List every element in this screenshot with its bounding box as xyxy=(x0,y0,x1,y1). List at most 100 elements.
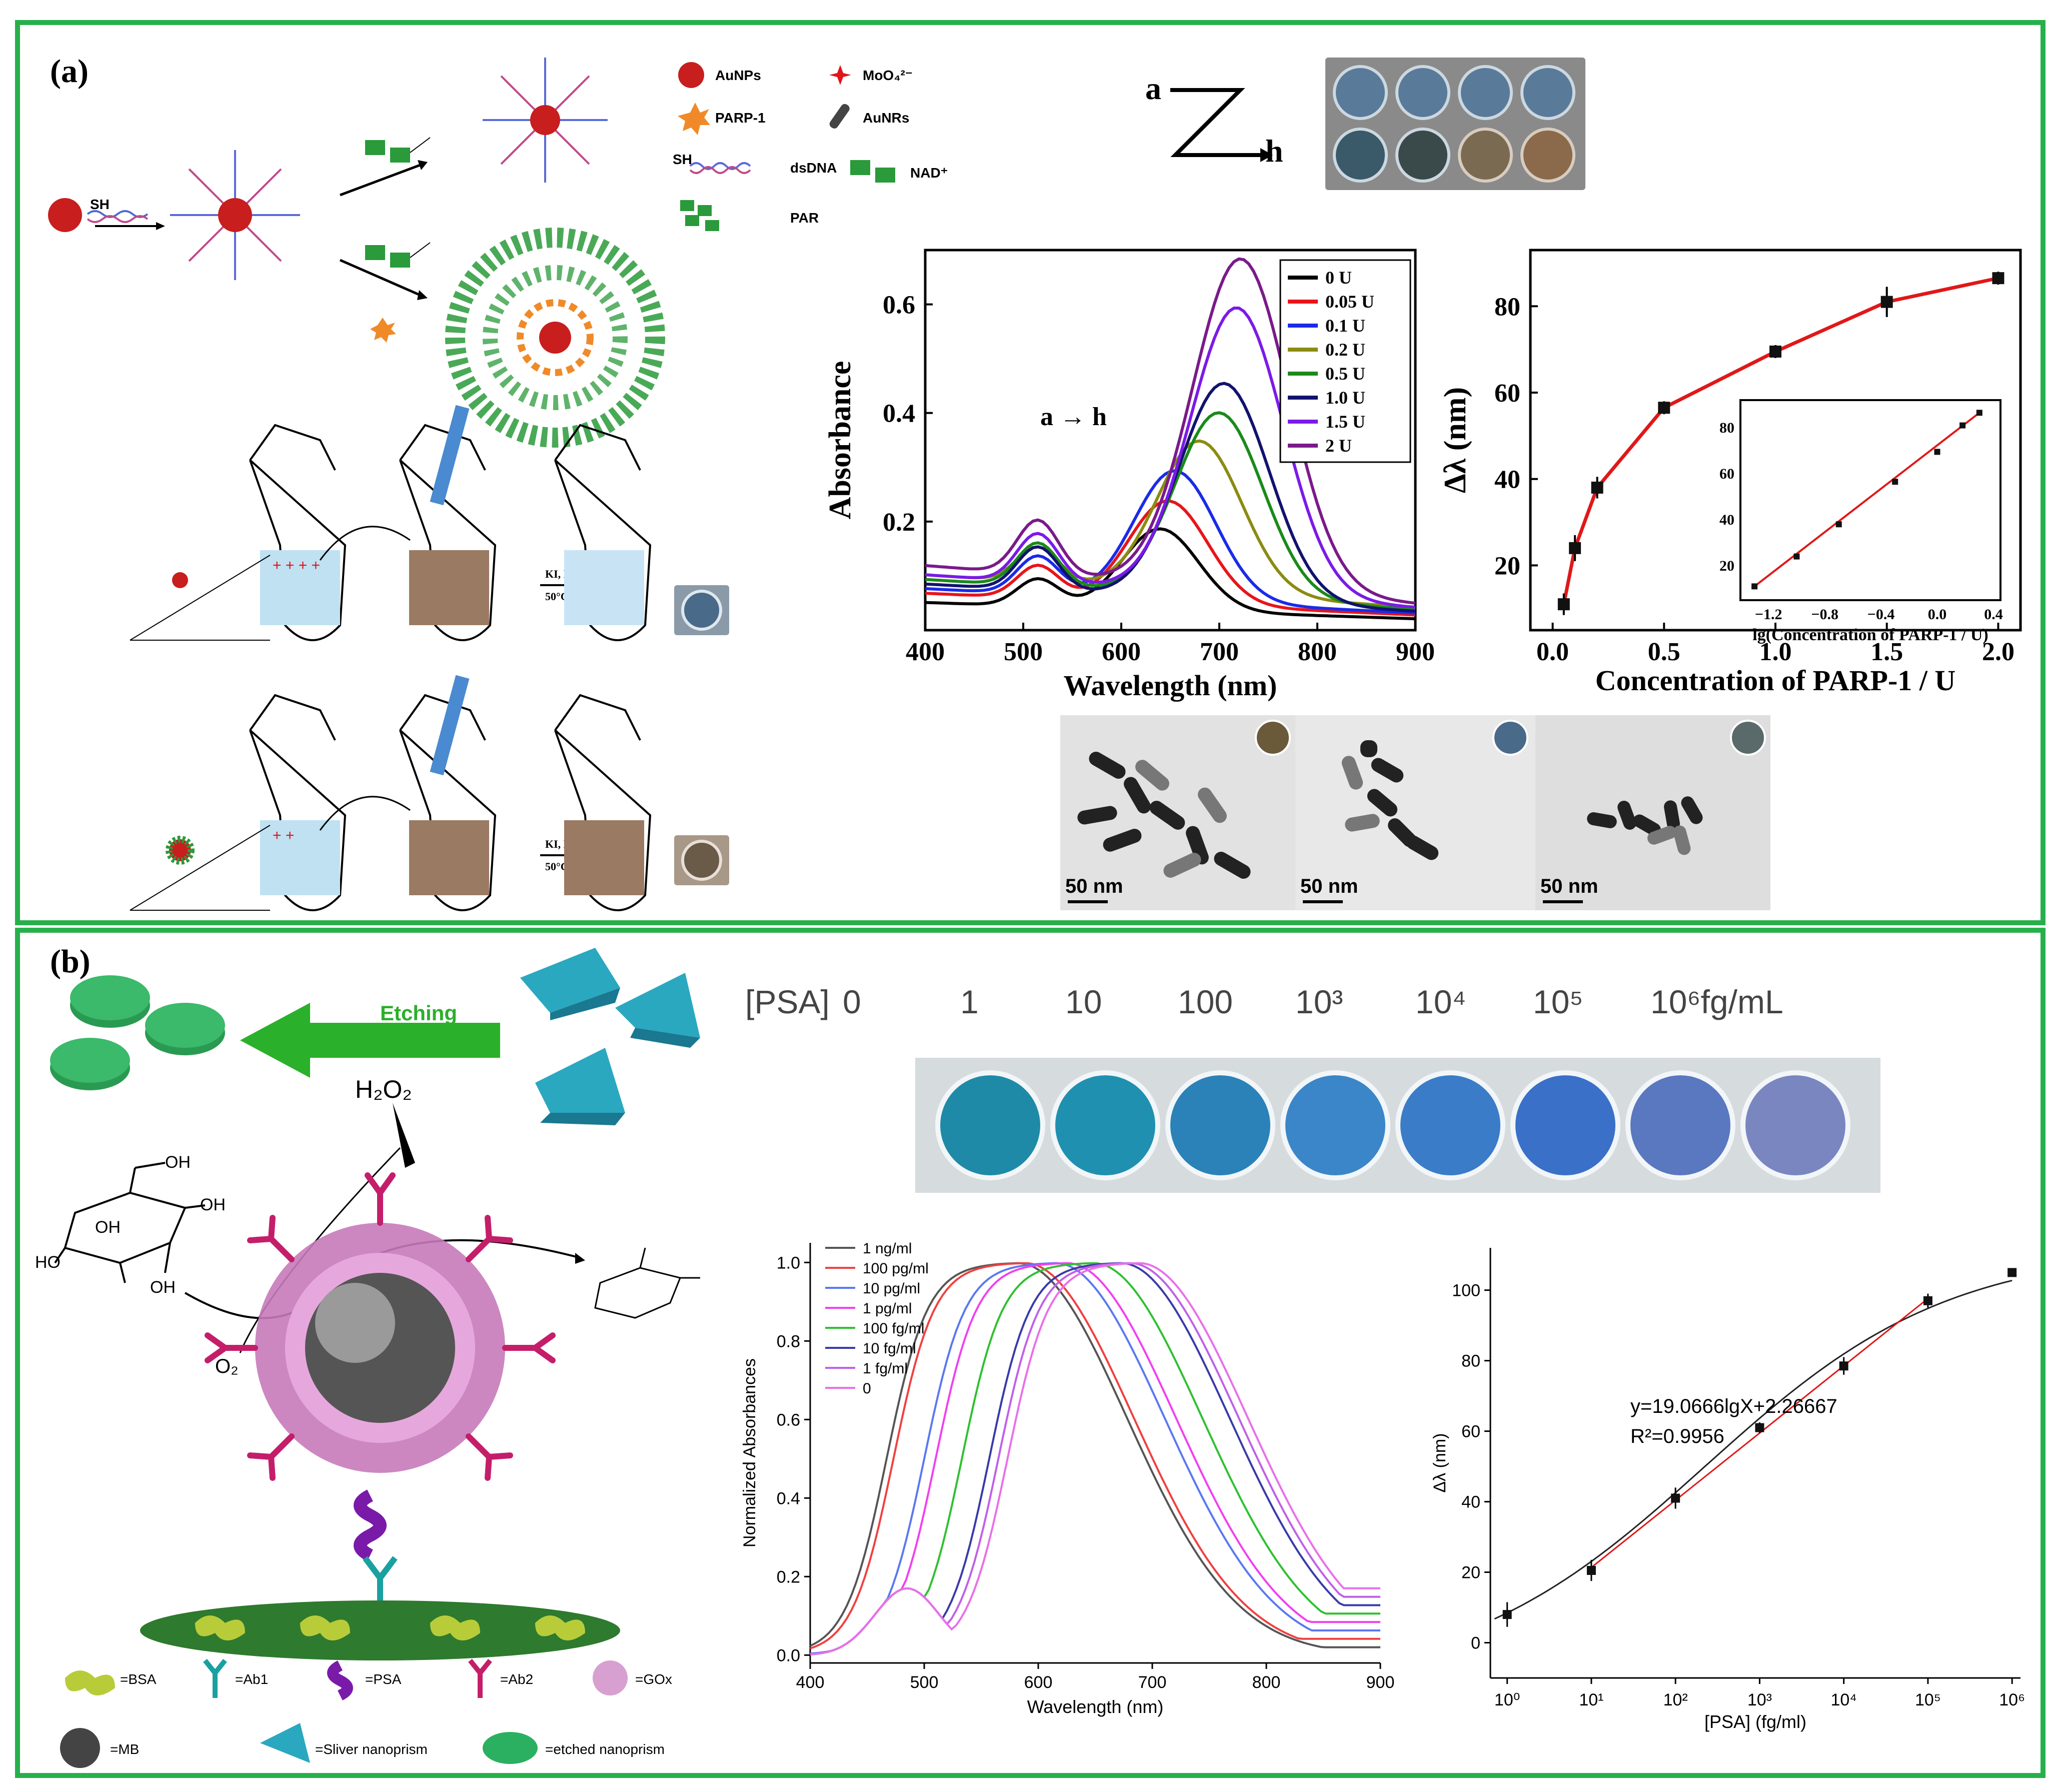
plate-value-3: 100 xyxy=(1178,983,1233,1020)
x-axis-title: Concentration of PARP-1 / U xyxy=(1595,664,1956,697)
legend-label-2: 10 pg/ml xyxy=(863,1280,920,1297)
tube-row-2: + + KI, H₂O₂ 50°C, 15min xyxy=(130,675,729,911)
x-tick-label: 10¹ xyxy=(1579,1690,1603,1709)
ab1-icon xyxy=(203,1658,227,1698)
inset-point-6 xyxy=(1976,410,1982,416)
oh-label-1: OH xyxy=(165,1153,191,1172)
scheme-a-label: a xyxy=(1145,71,1161,106)
nad-icon xyxy=(875,168,895,183)
ab1-legend-label: =Ab1 xyxy=(235,1671,268,1687)
legend-label-4: 0.5 U xyxy=(1325,364,1365,384)
x-tick-label: 900 xyxy=(1396,638,1435,666)
data-point-4 xyxy=(1839,1361,1848,1371)
inset-x-tick-label: −0.8 xyxy=(1811,606,1838,623)
y-tick-label: 0.6 xyxy=(883,291,915,320)
x-tick-label: 0.5 xyxy=(1648,638,1680,666)
series-line-7 xyxy=(925,257,1416,605)
inset-y-tick-label: 80 xyxy=(1719,420,1734,436)
etched-legend-label: =etched nanoprism xyxy=(545,1741,665,1757)
x-tick-label: 400 xyxy=(796,1673,825,1692)
dna-coated-aunp xyxy=(170,150,300,280)
ho-label: HO xyxy=(35,1253,61,1272)
plate-surface xyxy=(140,1600,620,1660)
aunp-icon xyxy=(48,198,82,232)
etched-nanoprism-disks xyxy=(50,975,225,1090)
y-tick-label: 0.8 xyxy=(777,1332,800,1351)
psa-icon xyxy=(327,1660,353,1700)
panel-a: (a) SH xyxy=(15,20,2045,925)
moo4-icon xyxy=(829,65,851,85)
well-plate-grid xyxy=(1333,65,1575,183)
tube-aunr-solution xyxy=(409,820,489,895)
scale-bar-label-3: 50 nm xyxy=(1540,875,1598,897)
parp1-label: PARP-1 xyxy=(715,110,766,126)
legend-label-7: 0 xyxy=(863,1380,871,1397)
oh-label-3: OH xyxy=(95,1218,121,1237)
inset-y-tick-label: 20 xyxy=(1719,558,1734,574)
x-tick-label: 600 xyxy=(1102,638,1141,666)
gox-icon xyxy=(593,1660,628,1695)
silver-nanoprism-icon xyxy=(260,1723,310,1763)
psa-well-plate-photo xyxy=(915,1058,1880,1193)
x-tick-label: 10⁵ xyxy=(1915,1690,1941,1709)
plate-value-5: 10⁴ xyxy=(1415,983,1466,1020)
legend-label-4: 100 fg/ml xyxy=(863,1320,924,1337)
x-tick-label: 10² xyxy=(1663,1690,1688,1709)
aunrs-label: AuNRs xyxy=(863,110,909,126)
bsa-icon xyxy=(65,1670,115,1695)
moo4-dots: + + xyxy=(273,827,294,844)
panel-b: (b) Etching H₂O₂ OH OH OH OH HO xyxy=(15,928,2045,1778)
gox-legend-label: =GOx xyxy=(635,1671,672,1687)
tube-solution xyxy=(260,550,340,625)
nanorods-cluster xyxy=(1341,720,1528,860)
tube-solution xyxy=(260,820,340,895)
parp1-icon xyxy=(678,103,710,135)
plot-frame xyxy=(924,249,1417,632)
series-line-2 xyxy=(810,1262,1380,1655)
data-point-3 xyxy=(1658,402,1670,414)
data-point-6 xyxy=(1992,272,2004,285)
inset-y-tick-label: 40 xyxy=(1719,512,1734,528)
y-tick-label: 0.4 xyxy=(883,400,915,428)
nanorods-cluster xyxy=(1077,720,1291,879)
plate-value-2: 10 xyxy=(1065,983,1102,1020)
data-point-5 xyxy=(1923,1296,1932,1305)
aunp-functionalization-scheme: SH xyxy=(48,58,665,448)
data-point-4 xyxy=(1769,345,1781,358)
o2-label: O₂ xyxy=(215,1355,239,1377)
legend-label-6: 1.5 U xyxy=(1325,412,1365,432)
transfer-arrow xyxy=(319,526,411,561)
y-tick-label: 40 xyxy=(1461,1493,1480,1512)
data-point-2 xyxy=(1591,482,1603,494)
legend-label-6: 1 fg/ml xyxy=(863,1360,908,1377)
series-line-4 xyxy=(925,411,1416,611)
glucose-molecule xyxy=(54,1162,206,1283)
x-tick-label: 700 xyxy=(1200,638,1239,666)
psa-plate-labels: [PSA] 0 1 10 100 10³ 10⁴ 10⁵ 10⁶fg/mL xyxy=(745,983,1945,1033)
legend-label-0: 0 U xyxy=(1325,268,1352,288)
tube-aunr-solution xyxy=(409,550,489,625)
legend-label-1: 0.05 U xyxy=(1325,292,1374,312)
dsdna-icon xyxy=(689,162,751,170)
dsdna-strand-icon xyxy=(87,215,149,223)
data-point-3 xyxy=(1755,1423,1764,1432)
data-point-2 xyxy=(1671,1493,1680,1503)
z-arrow-icon xyxy=(1170,88,1273,162)
psa-legend-label: =PSA xyxy=(365,1671,402,1687)
plate-value-7: 10⁶fg/mL xyxy=(1650,983,1783,1020)
dsdna-aunp-product xyxy=(483,58,608,183)
tem-image-2: 50 nm xyxy=(1295,715,1535,910)
tube-row-1: + + + + KI, H₂O₂ 50°C, 15min xyxy=(130,405,729,641)
ab2-legend-label: =Ab2 xyxy=(500,1671,533,1687)
h2o2-label: H₂O₂ xyxy=(355,1075,412,1103)
series-line-1 xyxy=(810,1262,1380,1649)
dsdna-label: dsDNA xyxy=(790,160,837,176)
par-aunp-product xyxy=(445,228,665,448)
x-tick-label: 10⁰ xyxy=(1494,1690,1520,1709)
y-tick-label: 40 xyxy=(1494,466,1520,494)
pipette-icon xyxy=(430,675,470,776)
r2-label: R²=0.9956 xyxy=(1630,1425,1724,1447)
inset-point-0 xyxy=(1751,583,1758,590)
plate-value-4: 10³ xyxy=(1295,983,1343,1020)
x-axis-title: Wavelength (nm) xyxy=(1064,669,1277,702)
